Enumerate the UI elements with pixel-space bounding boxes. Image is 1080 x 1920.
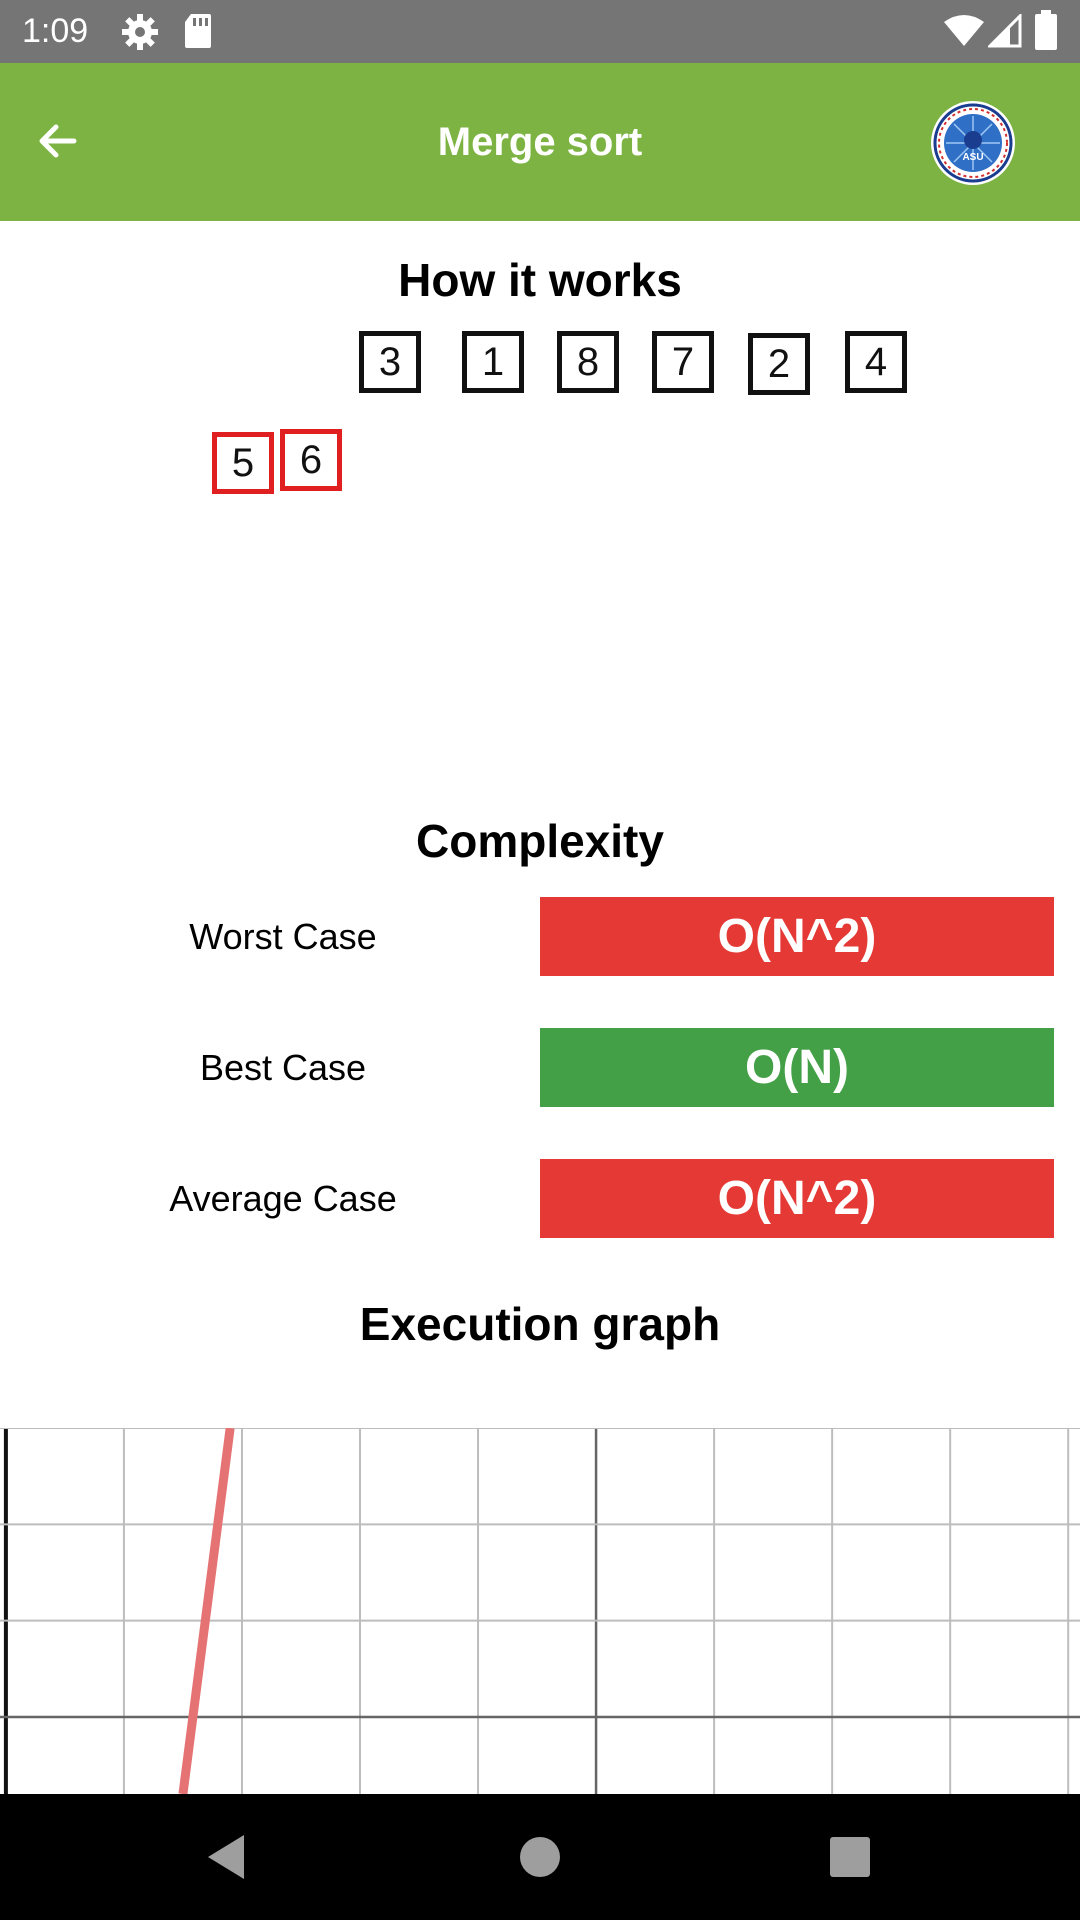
worst-case-label: Worst Case — [189, 916, 377, 957]
series-line — [178, 1428, 235, 1794]
worst-case-badge: O(N^2) — [540, 897, 1054, 976]
recents-square-icon — [830, 1837, 870, 1877]
execution-graph-svg — [0, 1428, 1080, 1794]
sd-card-icon — [183, 12, 213, 55]
array-box: 4 — [845, 331, 907, 393]
battery-icon — [1035, 10, 1057, 55]
complexity-title: Complexity — [416, 815, 664, 867]
navigation-bar — [0, 1794, 1080, 1920]
logo-text: ASU — [962, 152, 983, 163]
cell-signal-icon — [986, 12, 1022, 53]
array-box: 3 — [359, 331, 421, 393]
settings-gear-icon — [120, 12, 160, 57]
array-box: 8 — [557, 331, 619, 393]
merged-box: 5 — [212, 432, 274, 494]
execution-graph-title: Execution graph — [359, 1298, 721, 1350]
nav-recents-button[interactable] — [810, 1820, 890, 1894]
average-case-label: Average Case — [169, 1178, 397, 1219]
page-title: Merge sort — [437, 120, 643, 164]
wifi-icon — [944, 14, 984, 53]
university-logo: ASU — [930, 100, 1016, 186]
arrow-left-icon — [39, 124, 77, 158]
status-bar: 1:09 — [0, 0, 1080, 63]
nav-home-button[interactable] — [500, 1820, 580, 1894]
status-time: 1:09 — [22, 12, 89, 50]
best-case-badge: O(N) — [540, 1028, 1054, 1107]
array-box: 7 — [652, 331, 714, 393]
nav-back-button[interactable] — [186, 1820, 266, 1894]
back-triangle-icon — [208, 1835, 244, 1879]
merged-box: 6 — [280, 429, 342, 491]
execution-graph — [0, 1428, 1080, 1794]
array-box: 1 — [462, 331, 524, 393]
app-bar: Merge sort ASU — [0, 63, 1080, 221]
average-case-badge: O(N^2) — [540, 1159, 1054, 1238]
how-it-works-title: How it works — [398, 254, 682, 306]
back-button[interactable] — [20, 103, 96, 179]
array-box: 2 — [748, 333, 810, 395]
best-case-label: Best Case — [199, 1047, 367, 1088]
home-circle-icon — [520, 1837, 560, 1877]
